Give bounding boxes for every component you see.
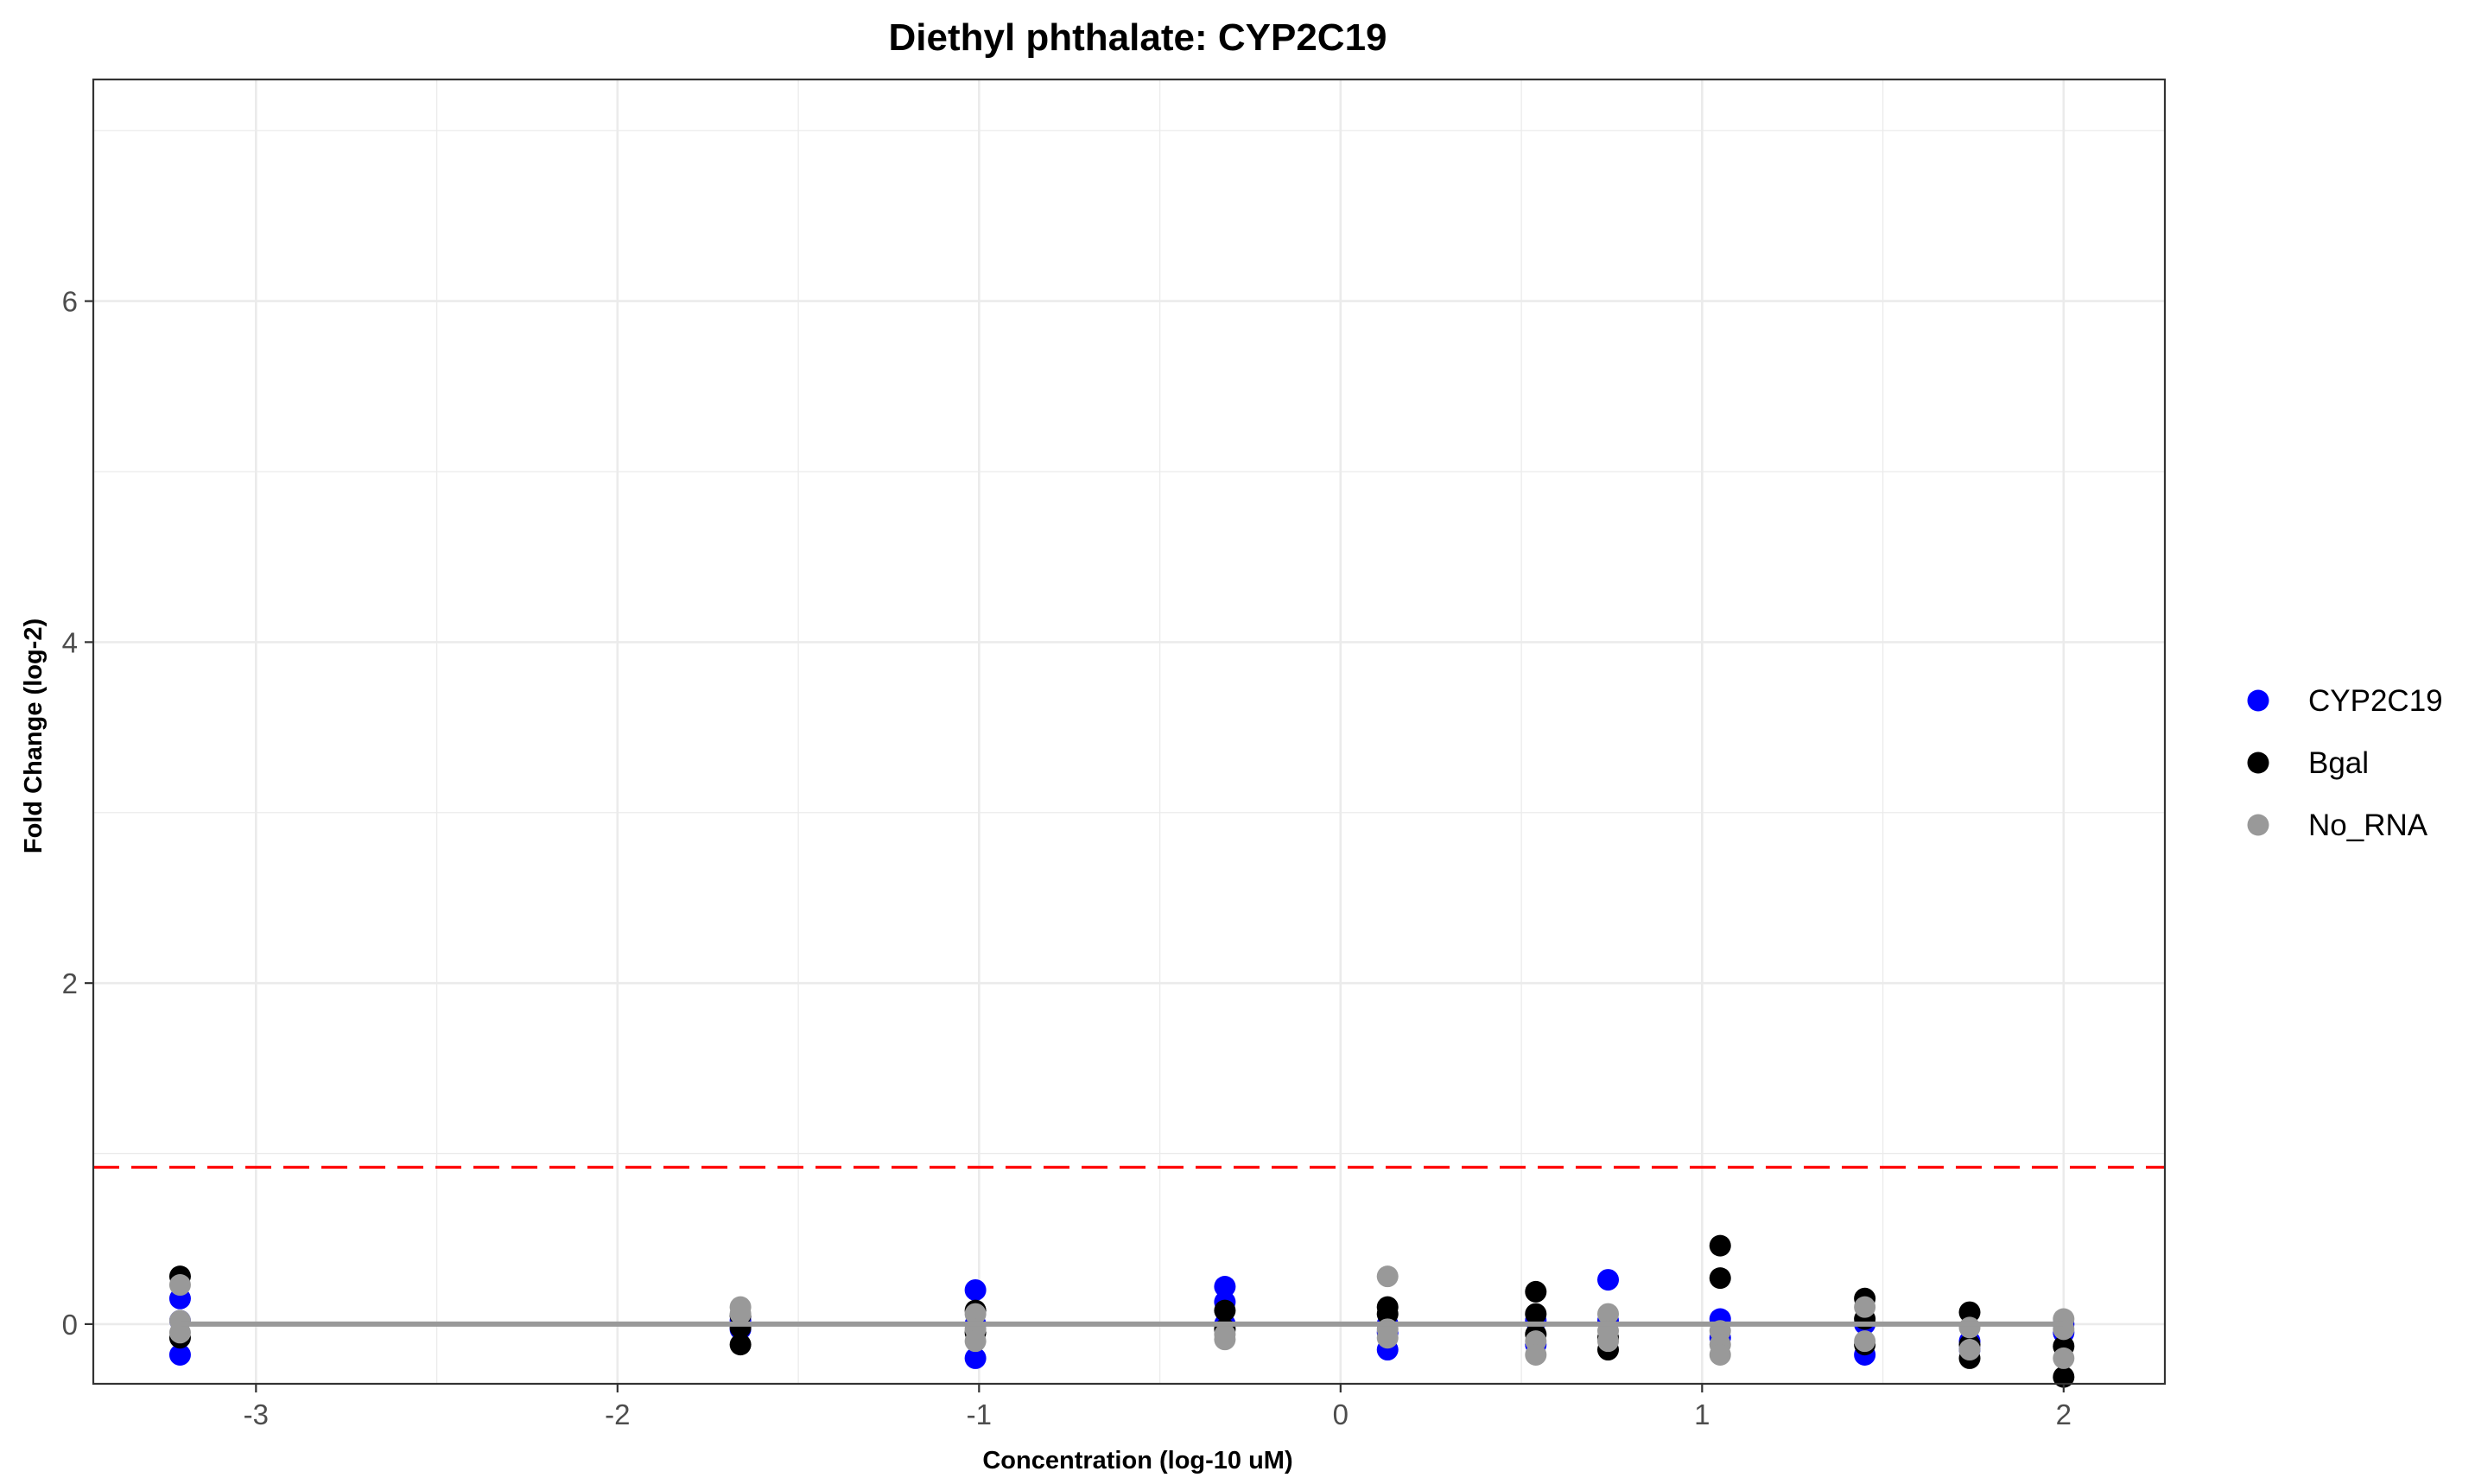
- data-point: [964, 1330, 987, 1353]
- x-tick-label: 2: [2056, 1398, 2072, 1430]
- data-point: [1709, 1234, 1731, 1257]
- x-tick-label: 1: [1694, 1398, 1710, 1430]
- legend-key: [2247, 752, 2269, 774]
- data-point: [1597, 1330, 1620, 1353]
- data-point: [1597, 1269, 1620, 1291]
- data-point: [1376, 1303, 1399, 1325]
- data-point: [1376, 1327, 1399, 1349]
- data-point: [1958, 1316, 1981, 1339]
- data-point: [1376, 1265, 1399, 1288]
- data-point: [1958, 1301, 1981, 1323]
- data-point: [964, 1278, 987, 1301]
- y-tick-label: 0: [62, 1309, 78, 1341]
- data-point: [964, 1303, 987, 1325]
- data-point: [729, 1303, 752, 1325]
- legend-label: No_RNA: [2308, 809, 2428, 842]
- data-point: [1709, 1267, 1731, 1290]
- data-point: [1709, 1343, 1731, 1366]
- y-tick-label: 6: [62, 286, 78, 318]
- legend-label: CYP2C19: [2308, 684, 2443, 718]
- x-axis-ticks: -3 -2 -1 0 1 2: [244, 1384, 2072, 1430]
- plot-panel-border: [92, 78, 2167, 1386]
- data-point: [729, 1334, 752, 1356]
- data-point: [1214, 1329, 1236, 1351]
- legend-key: [2247, 689, 2269, 712]
- data-point: [1597, 1303, 1620, 1325]
- data-point: [964, 1347, 987, 1369]
- reference-lines: [93, 1165, 2165, 1327]
- data-point: [1525, 1303, 1547, 1325]
- data-point: [168, 1343, 191, 1366]
- y-axis-title: Fold Change (log-2): [20, 618, 48, 853]
- data-point: [2053, 1347, 2075, 1369]
- data-point: [1214, 1299, 1236, 1322]
- x-axis-title: Concentration (log-10 uM): [982, 1447, 1292, 1474]
- data-point: [2053, 1366, 2075, 1388]
- data-point: [1525, 1343, 1547, 1366]
- data-point: [1214, 1275, 1236, 1297]
- y-tick-label: 2: [62, 967, 78, 999]
- data-point: [168, 1274, 191, 1297]
- data-point: [1958, 1339, 1981, 1361]
- data-point: [1525, 1280, 1547, 1303]
- data-point: [1854, 1296, 1876, 1318]
- legend-label: Bgal: [2308, 746, 2369, 780]
- x-tick-label: -3: [244, 1398, 269, 1430]
- x-tick-label: 0: [1333, 1398, 1349, 1430]
- x-tick-label: -1: [967, 1398, 992, 1430]
- data-point: [1854, 1330, 1876, 1353]
- x-tick-label: -2: [605, 1398, 630, 1430]
- chart-title: Diethyl phthalate: CYP2C19: [888, 16, 1387, 59]
- y-tick-label: 4: [62, 626, 78, 658]
- legend-key: [2247, 814, 2269, 836]
- data-point: [168, 1322, 191, 1344]
- y-axis-ticks: 0 2 4 6: [62, 286, 93, 1341]
- legend: CYP2C19 Bgal No_RNA: [2247, 684, 2443, 842]
